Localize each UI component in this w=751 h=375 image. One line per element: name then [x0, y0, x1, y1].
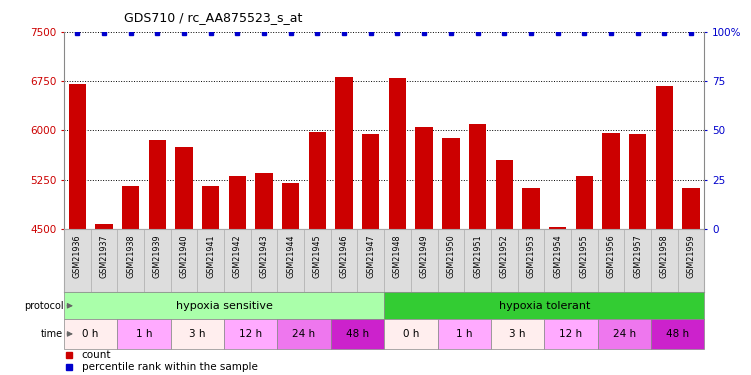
Text: 0 h: 0 h — [83, 329, 98, 339]
Bar — [389, 78, 406, 229]
Bar — [282, 183, 300, 229]
Text: hypoxia tolerant: hypoxia tolerant — [499, 301, 590, 311]
Bar — [330, 319, 384, 349]
Bar — [656, 86, 673, 229]
Text: 12 h: 12 h — [239, 329, 262, 339]
Bar — [149, 140, 166, 229]
Text: 24 h: 24 h — [613, 329, 636, 339]
Text: GSM21940: GSM21940 — [179, 234, 189, 278]
Text: protocol: protocol — [24, 301, 63, 311]
Text: GSM21938: GSM21938 — [126, 234, 135, 278]
Bar — [95, 224, 113, 229]
Bar — [68, 84, 86, 229]
Bar — [438, 319, 491, 349]
Text: percentile rank within the sample: percentile rank within the sample — [82, 362, 258, 372]
Text: GSM21951: GSM21951 — [473, 234, 482, 278]
Bar — [598, 319, 651, 349]
Bar — [64, 292, 384, 319]
Bar — [224, 319, 277, 349]
Text: 24 h: 24 h — [292, 329, 315, 339]
Text: GSM21937: GSM21937 — [99, 234, 108, 278]
Text: GDS710 / rc_AA875523_s_at: GDS710 / rc_AA875523_s_at — [124, 11, 303, 24]
Text: GSM21939: GSM21939 — [152, 234, 161, 278]
Bar — [442, 138, 460, 229]
Text: 48 h: 48 h — [666, 329, 689, 339]
Bar — [255, 173, 273, 229]
Text: GSM21958: GSM21958 — [660, 234, 669, 278]
Bar — [228, 177, 246, 229]
Text: GSM21942: GSM21942 — [233, 234, 242, 278]
Text: GSM21941: GSM21941 — [206, 234, 215, 278]
Text: GSM21948: GSM21948 — [393, 234, 402, 278]
Bar — [64, 319, 117, 349]
Text: 3 h: 3 h — [189, 329, 206, 339]
Bar — [602, 133, 620, 229]
Bar — [683, 188, 700, 229]
Text: GSM21953: GSM21953 — [526, 234, 535, 278]
Bar — [122, 186, 139, 229]
Text: 3 h: 3 h — [509, 329, 526, 339]
Bar — [336, 76, 353, 229]
Bar — [522, 188, 540, 229]
Text: 48 h: 48 h — [346, 329, 369, 339]
Bar — [170, 319, 224, 349]
Bar — [629, 134, 647, 229]
Text: GSM21944: GSM21944 — [286, 234, 295, 278]
Text: GSM21949: GSM21949 — [420, 234, 429, 278]
Text: GSM21957: GSM21957 — [633, 234, 642, 278]
Bar — [491, 319, 544, 349]
Text: GSM21945: GSM21945 — [313, 234, 322, 278]
Bar — [469, 124, 486, 229]
Text: GSM21952: GSM21952 — [499, 234, 508, 278]
Text: hypoxia sensitive: hypoxia sensitive — [176, 301, 273, 311]
Text: GSM21946: GSM21946 — [339, 234, 348, 278]
Bar — [651, 319, 704, 349]
Bar — [277, 319, 330, 349]
Text: GSM21943: GSM21943 — [260, 234, 269, 278]
Text: GSM21936: GSM21936 — [73, 234, 82, 278]
Text: 1 h: 1 h — [136, 329, 152, 339]
Text: GSM21956: GSM21956 — [607, 234, 616, 278]
Text: GSM21950: GSM21950 — [446, 234, 455, 278]
Text: GSM21959: GSM21959 — [686, 234, 695, 278]
Bar — [175, 147, 192, 229]
Bar — [576, 177, 593, 229]
Text: 1 h: 1 h — [456, 329, 472, 339]
Bar — [117, 319, 170, 349]
Text: 12 h: 12 h — [559, 329, 583, 339]
Bar — [202, 186, 219, 229]
Text: GSM21947: GSM21947 — [366, 234, 376, 278]
Bar — [549, 227, 566, 229]
Bar — [384, 319, 438, 349]
Text: time: time — [41, 329, 63, 339]
Text: 0 h: 0 h — [403, 329, 419, 339]
Bar — [415, 126, 433, 229]
Bar — [384, 292, 704, 319]
Text: GSM21954: GSM21954 — [553, 234, 562, 278]
Text: count: count — [82, 350, 111, 360]
Bar — [496, 160, 513, 229]
Bar — [309, 132, 326, 229]
Text: GSM21955: GSM21955 — [580, 234, 589, 278]
Bar — [544, 319, 598, 349]
Bar — [362, 134, 379, 229]
